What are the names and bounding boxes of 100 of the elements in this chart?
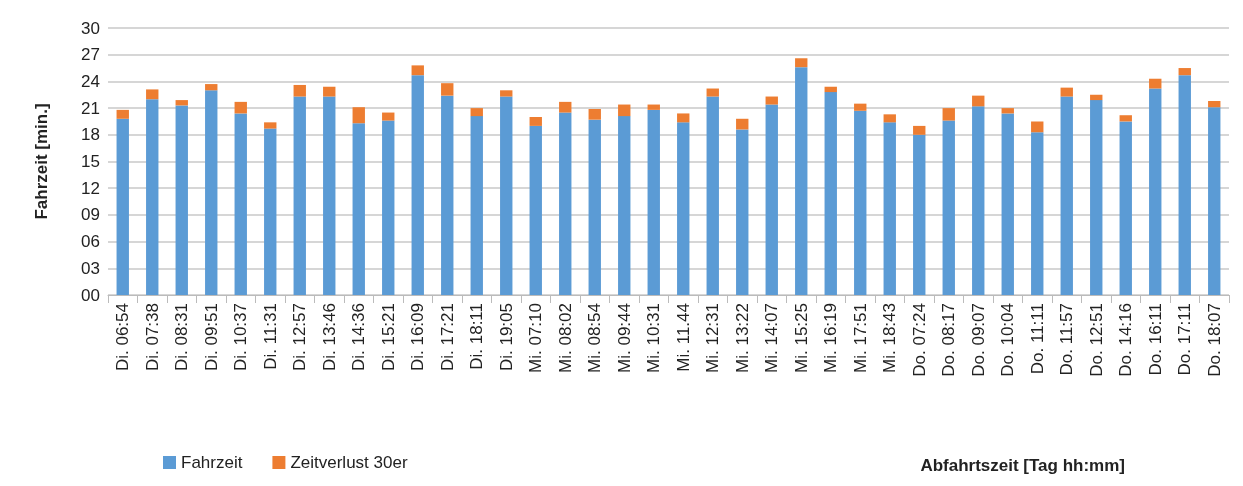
bar bbox=[352, 123, 365, 295]
bar bbox=[972, 106, 985, 295]
x-tick-label: Di. 16:09 bbox=[408, 303, 428, 372]
bar bbox=[1208, 100, 1221, 108]
bar bbox=[942, 108, 955, 121]
x-tick-label: Do. 10:04 bbox=[998, 303, 1018, 377]
x-tick-label: Mi. 13:22 bbox=[732, 303, 752, 373]
y-tick-label: 00 bbox=[81, 285, 100, 305]
bar bbox=[470, 108, 483, 117]
y-tick-label: 09 bbox=[81, 205, 100, 225]
y-tick-label: 24 bbox=[81, 71, 100, 91]
bar bbox=[1149, 78, 1162, 89]
bar bbox=[116, 109, 129, 119]
bar bbox=[500, 96, 513, 295]
bar bbox=[293, 84, 306, 97]
bar bbox=[706, 88, 719, 97]
x-tick-label: Do. 14:16 bbox=[1116, 303, 1136, 377]
x-tick-label: Mi. 15:25 bbox=[791, 303, 811, 373]
bar bbox=[146, 99, 159, 295]
bar bbox=[175, 100, 188, 106]
bar bbox=[1119, 121, 1132, 295]
bar bbox=[382, 112, 395, 121]
y-axis-title: Fahrzeit [min.] bbox=[32, 103, 51, 220]
bar bbox=[264, 122, 277, 129]
x-tick-label: Di. 15:21 bbox=[378, 303, 398, 372]
bar bbox=[1031, 132, 1044, 295]
bar bbox=[972, 95, 985, 107]
bar bbox=[588, 119, 601, 295]
y-tick-label: 27 bbox=[81, 45, 100, 65]
bar bbox=[1178, 68, 1191, 76]
y-tick-label: 06 bbox=[81, 232, 100, 252]
bar bbox=[175, 105, 188, 295]
x-tick-label: Do. 08:17 bbox=[939, 303, 959, 377]
bar bbox=[765, 104, 778, 295]
x-tick-label: Mi. 18:43 bbox=[880, 303, 900, 373]
bar bbox=[824, 92, 837, 295]
y-tick-label: 18 bbox=[81, 125, 100, 145]
bar bbox=[883, 114, 896, 123]
x-tick-label: Mi. 08:02 bbox=[555, 303, 575, 373]
x-tick-label: Di. 12:57 bbox=[290, 303, 310, 372]
x-tick-label: Di. 19:05 bbox=[496, 303, 516, 372]
bar bbox=[1001, 108, 1014, 114]
x-tick-label: Mi. 09:44 bbox=[614, 303, 634, 373]
bar bbox=[942, 120, 955, 295]
y-tick-label: 15 bbox=[81, 152, 100, 171]
bar bbox=[382, 120, 395, 295]
bar bbox=[529, 117, 542, 126]
bar bbox=[1031, 121, 1044, 133]
bar bbox=[1090, 94, 1103, 101]
x-tick-label: Di. 11:31 bbox=[260, 303, 280, 370]
y-tick-label: 12 bbox=[81, 178, 100, 198]
x-tick-label: Do. 11:11 bbox=[1027, 303, 1047, 375]
x-tick-label: Di. 06:54 bbox=[113, 303, 133, 372]
bar bbox=[647, 104, 660, 110]
bar bbox=[441, 83, 454, 96]
bar bbox=[559, 112, 572, 295]
bar bbox=[706, 96, 719, 295]
x-tick-label: Do. 16:11 bbox=[1145, 303, 1165, 376]
bar bbox=[500, 90, 513, 97]
y-tick-label: 03 bbox=[81, 258, 100, 278]
x-tick-label: Do. 17:11 bbox=[1175, 303, 1195, 376]
bar bbox=[765, 96, 778, 105]
bar bbox=[1149, 88, 1162, 295]
bar bbox=[293, 96, 306, 295]
x-tick-label: Mi. 12:31 bbox=[703, 303, 723, 373]
bar bbox=[618, 104, 631, 117]
bar bbox=[441, 95, 454, 295]
bar bbox=[352, 107, 365, 124]
bar bbox=[323, 86, 336, 97]
x-tick-label: Do. 12:51 bbox=[1086, 303, 1106, 377]
bar bbox=[470, 116, 483, 295]
bar bbox=[1208, 107, 1221, 295]
legend-label: Fahrzeit bbox=[181, 453, 243, 472]
bar bbox=[795, 58, 808, 68]
x-axis-title: Abfahrtszeit [Tag hh:mm] bbox=[920, 456, 1125, 475]
bar bbox=[1090, 100, 1103, 295]
bar bbox=[264, 128, 277, 295]
bar bbox=[1060, 96, 1073, 295]
x-tick-label: Di. 07:38 bbox=[142, 303, 162, 372]
x-tick-label: Di. 14:36 bbox=[349, 303, 369, 372]
x-tick-label: Do. 09:07 bbox=[968, 303, 988, 377]
x-tick-label: Mi. 10:31 bbox=[644, 303, 664, 373]
x-tick-label: Di. 13:46 bbox=[319, 303, 339, 372]
bar bbox=[795, 67, 808, 295]
bar bbox=[116, 118, 129, 295]
bar bbox=[411, 75, 424, 295]
y-tick-label: 21 bbox=[81, 98, 100, 118]
bar bbox=[559, 101, 572, 113]
bar bbox=[854, 110, 867, 295]
bar bbox=[1001, 113, 1014, 295]
x-tick-label: Di. 09:51 bbox=[201, 303, 221, 372]
bar bbox=[234, 113, 247, 295]
bar bbox=[411, 65, 424, 76]
x-tick-label: Di. 17:21 bbox=[437, 303, 457, 372]
bar bbox=[205, 90, 218, 295]
bar bbox=[529, 125, 542, 295]
bar bbox=[1119, 115, 1132, 122]
bar bbox=[1178, 75, 1191, 295]
bar bbox=[205, 84, 218, 91]
bar bbox=[913, 134, 926, 295]
